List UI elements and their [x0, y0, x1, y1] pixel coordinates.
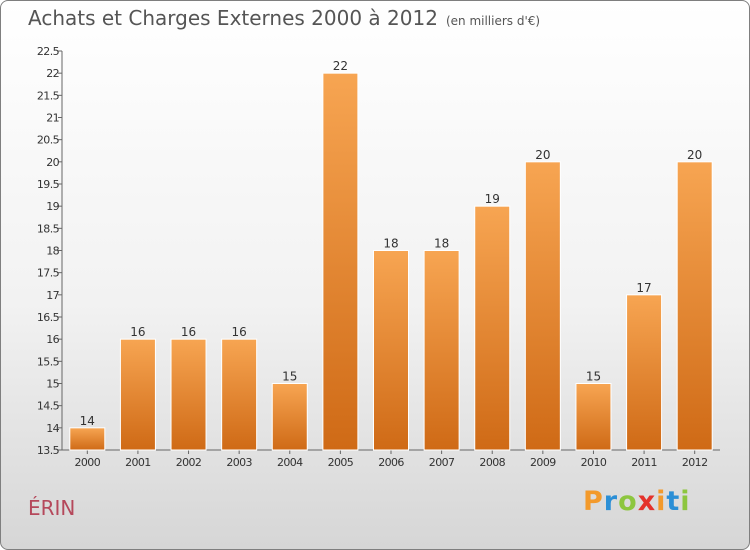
- bar-value-label: 19: [485, 192, 500, 206]
- y-tick-label: 18: [46, 245, 59, 258]
- bar-value-label: 20: [535, 148, 550, 162]
- bars-group: 14 16 16 16 15 22 18 18 19 20 15 17 20: [69, 59, 713, 451]
- y-tick-label: 17: [46, 289, 59, 302]
- y-tick-label: 13.5: [37, 444, 60, 457]
- y-tick-label: 19: [46, 200, 59, 213]
- bar-value-label: 22: [333, 59, 348, 73]
- x-tick-label: 2003: [226, 456, 252, 469]
- bar-value-label: 15: [282, 370, 297, 384]
- x-tick-label: 2008: [479, 456, 505, 469]
- logo-letter: x: [637, 486, 657, 517]
- bar: [474, 205, 511, 451]
- x-tick-label: 2004: [277, 456, 303, 469]
- logo-letter: P: [583, 486, 604, 517]
- bar: [322, 72, 359, 451]
- y-tick-label: 18.5: [37, 222, 60, 235]
- y-tick-label: 22: [46, 67, 59, 80]
- y-tick-label: 15: [46, 378, 59, 391]
- logo-letter: t: [666, 486, 681, 517]
- bar: [626, 294, 663, 451]
- bar-value-label: 14: [80, 414, 95, 428]
- chart-title-row: Achats et Charges Externes 2000 à 2012 (e…: [28, 6, 540, 30]
- bar: [373, 250, 409, 451]
- y-tick-label: 22.5: [37, 45, 60, 58]
- x-tick-label: 2007: [429, 456, 455, 469]
- x-tick-label: 2006: [378, 456, 404, 469]
- y-tick-label: 21.5: [37, 89, 60, 102]
- bar: [575, 383, 612, 451]
- x-tick-label: 2001: [125, 456, 151, 469]
- y-tick-label: 19.5: [37, 178, 60, 191]
- bar-value-label: 17: [636, 281, 651, 295]
- bar: [119, 338, 156, 451]
- chart-title: Achats et Charges Externes 2000 à 2012: [28, 6, 438, 30]
- logo-letter: i: [656, 486, 667, 517]
- y-tick-label: 15.5: [37, 355, 60, 368]
- y-tick-label: 21: [46, 112, 59, 125]
- bar-value-label: 16: [232, 325, 247, 339]
- y-tick-label: 20.5: [37, 134, 60, 147]
- logo-letter: o: [618, 486, 638, 517]
- y-tick-label: 16: [46, 333, 59, 346]
- y-tick-label: 14.5: [37, 400, 60, 413]
- x-tick-label: 2009: [530, 456, 556, 469]
- bar-value-label: 18: [434, 237, 449, 251]
- x-tick-label: 2010: [581, 456, 607, 469]
- bar: [69, 427, 106, 451]
- x-tick-label: 2002: [176, 456, 202, 469]
- y-tick-label: 17.5: [37, 267, 60, 280]
- bar-value-label: 16: [130, 325, 145, 339]
- x-tick-label: 2005: [328, 456, 354, 469]
- bar: [524, 161, 561, 451]
- chart-subtitle: (en milliers d'€): [445, 14, 541, 28]
- place-name: ÉRIN: [28, 496, 76, 520]
- y-axis: 13.5 14 14.5 15 15.5 16 16.5 17 17.5 18 18.5 19 19.5…: [37, 45, 63, 457]
- bar-value-label: 15: [586, 370, 601, 384]
- bar-value-label: 16: [181, 325, 196, 339]
- bar: [423, 250, 460, 451]
- bar: [170, 338, 207, 451]
- x-tick-label: 2012: [682, 456, 708, 469]
- y-tick-label: 16.5: [37, 311, 60, 324]
- x-axis: 2000 2001 2002 2003 2004 2005 2006 2007 2008 2009…: [62, 449, 720, 469]
- x-tick-label: 2011: [631, 456, 657, 469]
- proxiti-logo: Proxiti: [583, 486, 691, 517]
- y-tick-label: 14: [46, 422, 59, 435]
- bar: [271, 383, 308, 451]
- bar-value-label: 20: [687, 148, 702, 162]
- bar: [221, 338, 258, 451]
- y-tick-label: 20: [46, 156, 59, 169]
- logo-letter: r: [603, 486, 619, 517]
- bar: [676, 161, 713, 451]
- x-tick-label: 2000: [75, 456, 101, 469]
- bar-value-label: 18: [383, 237, 398, 251]
- logo-letter: i: [680, 486, 691, 517]
